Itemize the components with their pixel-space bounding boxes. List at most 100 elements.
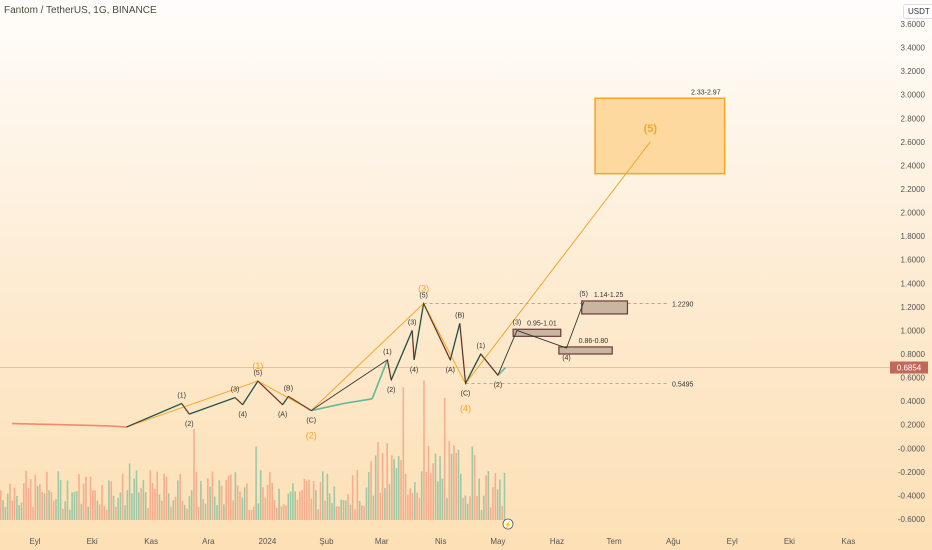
- volume-bar: [460, 473, 462, 520]
- volume-bar: [282, 504, 285, 520]
- volume-bar: [48, 490, 50, 520]
- volume-bar: [448, 441, 451, 520]
- wave-label: (4): [410, 367, 419, 374]
- volume-bar: [370, 461, 372, 520]
- volume-bar: [425, 471, 428, 520]
- volume-bar: [239, 491, 241, 520]
- volume-bar: [312, 481, 315, 520]
- y-tick-label: 2.4000: [901, 161, 926, 170]
- volume-bar: [416, 492, 418, 520]
- orange-wave-label: (5): [644, 123, 658, 135]
- volume-bar: [135, 470, 138, 520]
- volume-bar: [167, 493, 170, 520]
- volume-bar: [308, 479, 310, 520]
- volume-bar: [322, 471, 324, 520]
- volume-bar: [310, 498, 313, 520]
- volume-bar: [207, 478, 209, 520]
- volume-bar: [411, 493, 414, 520]
- volume-bar: [418, 497, 421, 520]
- volume-bar: [340, 499, 342, 520]
- orange-wave-label: (1): [252, 361, 263, 371]
- volume-bar: [356, 470, 359, 520]
- volume-bar: [374, 455, 377, 520]
- volume-bar: [16, 495, 18, 520]
- volume-bar: [151, 482, 154, 520]
- wave-label: (4): [562, 355, 571, 362]
- volume-bar: [9, 483, 11, 520]
- volume-bar: [200, 481, 202, 520]
- volume-bar: [278, 488, 280, 520]
- level-label: 0.5495: [672, 382, 694, 389]
- volume-bar: [432, 463, 434, 520]
- volume-bar: [138, 492, 140, 520]
- volume-bar: [36, 485, 39, 520]
- target-box-label: 0.86-0.80: [579, 338, 609, 345]
- orange-wave-label: (4): [460, 404, 471, 414]
- volume-bar: [32, 506, 34, 520]
- volume-bar: [25, 470, 27, 520]
- volume-bar: [23, 483, 25, 520]
- volume-bar: [450, 453, 453, 520]
- volume-bar: [328, 493, 331, 520]
- volume-bar: [128, 463, 131, 520]
- volume-bar: [296, 499, 299, 520]
- x-tick-label: 2024: [259, 537, 277, 546]
- volume-bar: [368, 472, 370, 520]
- volume-bar: [478, 478, 480, 520]
- volume-bar: [13, 487, 16, 520]
- volume-bar: [301, 490, 303, 520]
- x-tick-label: Eki: [87, 537, 98, 546]
- volume-bar: [112, 495, 115, 520]
- volume-bar: [158, 494, 161, 520]
- volume-bar: [303, 478, 306, 520]
- wave-label: (3): [231, 387, 240, 394]
- volume-bar: [105, 509, 108, 520]
- volume-bar: [365, 487, 368, 520]
- volume-bar: [78, 474, 80, 520]
- volume-bar: [75, 491, 78, 520]
- volume-bar: [305, 480, 308, 520]
- x-tick-label: Eyl: [727, 537, 738, 546]
- volume-bar: [476, 496, 478, 520]
- volume-bar: [39, 483, 41, 520]
- price-segment: [371, 359, 389, 400]
- wave-label: (5): [254, 370, 263, 377]
- volume-bar: [87, 506, 89, 520]
- volume-bar: [407, 494, 409, 520]
- volume-bar: [499, 479, 501, 520]
- volume-bar: [471, 446, 474, 520]
- volume-bar: [20, 502, 23, 520]
- currency-button[interactable]: USDT: [903, 4, 932, 19]
- volume-bar: [225, 479, 227, 520]
- volume-bar: [285, 505, 287, 520]
- volume-bar: [266, 484, 269, 520]
- y-tick-label: 2.8000: [901, 114, 926, 123]
- target-box: [512, 328, 562, 337]
- volume-bar: [354, 509, 356, 520]
- y-tick-label: 0.8000: [901, 350, 926, 359]
- volume-bar: [409, 488, 411, 520]
- volume-bar: [363, 506, 365, 520]
- volume-bar: [232, 500, 234, 520]
- volume-bar: [243, 487, 246, 520]
- volume-bar: [181, 501, 184, 520]
- volume-bar: [64, 501, 66, 520]
- y-tick-label: 2.0000: [901, 209, 926, 218]
- volume-bar: [492, 486, 494, 520]
- volume-bar: [156, 471, 158, 520]
- volume-bar: [126, 490, 129, 520]
- volume-bar: [276, 507, 278, 520]
- y-tick-label: -0.4000: [898, 491, 926, 500]
- volume-bar: [342, 500, 345, 520]
- volume-bar: [372, 495, 375, 520]
- volume-bar: [85, 476, 87, 520]
- chart-title: Fantom / TetherUS, 1G, BINANCE: [4, 5, 157, 16]
- volume-bar: [101, 485, 103, 520]
- volume-bar: [381, 452, 384, 520]
- volume-bar: [161, 500, 163, 520]
- volume-bar: [204, 503, 207, 520]
- last-price-badge: [890, 361, 928, 374]
- volume-bar: [108, 480, 110, 520]
